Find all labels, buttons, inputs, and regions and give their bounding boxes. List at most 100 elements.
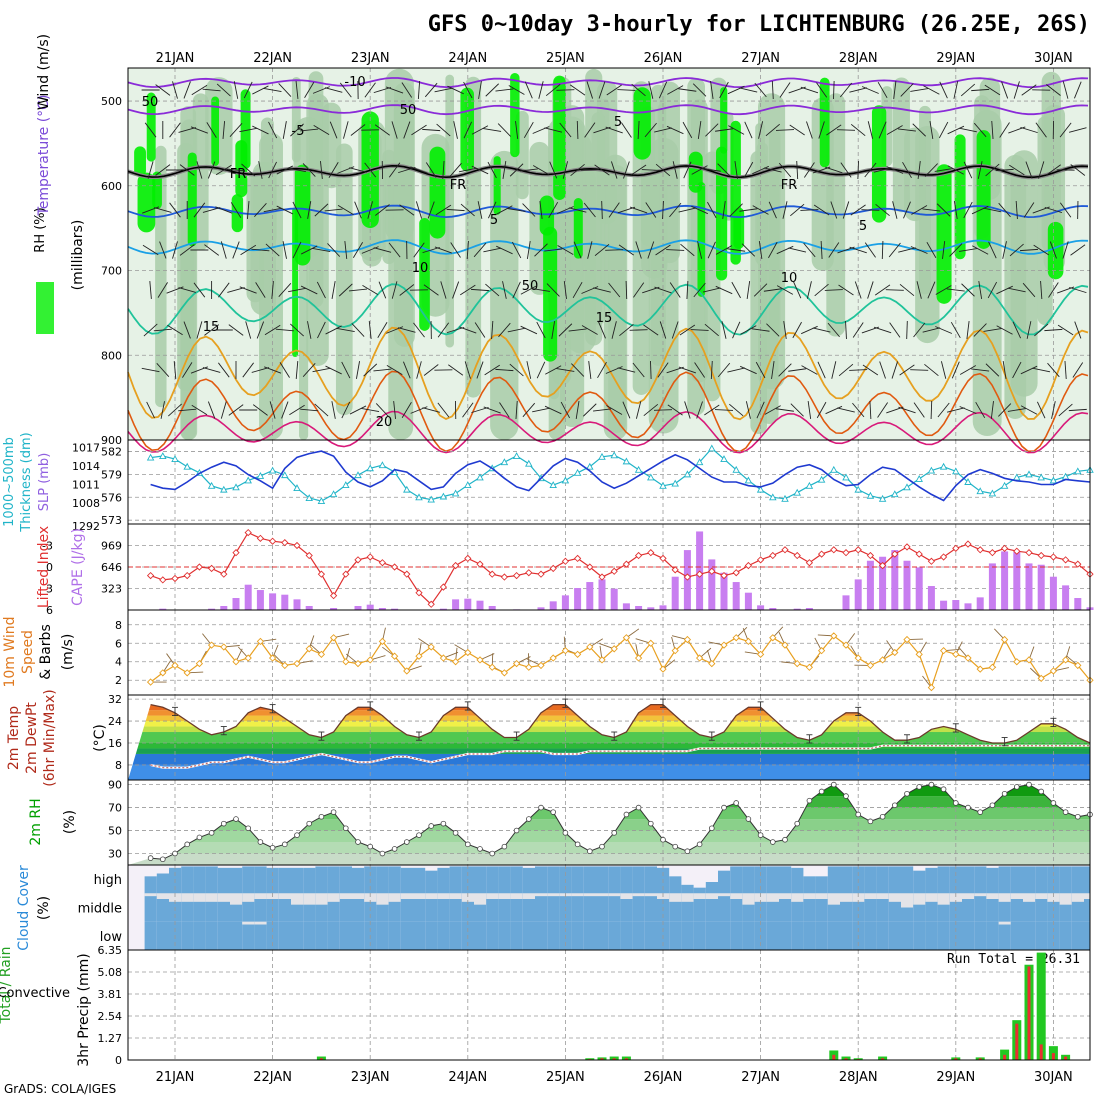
wind-barb [367, 201, 373, 219]
temp-tick: 24 [108, 715, 122, 728]
cloud-clear-bar [1035, 893, 1048, 899]
wind-barb [825, 405, 843, 415]
wind-barb [998, 403, 1012, 417]
wind-barb [608, 202, 620, 218]
rh2m-line-point [928, 781, 935, 788]
wind-barb [949, 243, 963, 257]
wind-barb [910, 246, 928, 254]
wind-speed-line-point [512, 659, 521, 668]
lifted-index-line-point [659, 554, 667, 563]
wind-speed-line-point [610, 645, 618, 653]
wind-barb [984, 84, 1001, 96]
wind-barb [290, 323, 304, 337]
rh2m-line-point [416, 832, 422, 838]
wind-barb [268, 161, 277, 179]
cloud-bar [840, 921, 853, 950]
wind-barb [971, 205, 989, 215]
cloud-clear-bar [425, 893, 438, 899]
wind-barb [849, 87, 868, 93]
lifted-index-line-point [854, 546, 862, 554]
wind-speed-line-point [1049, 667, 1058, 675]
wind-barb [878, 121, 887, 139]
lifted-index-line-point [549, 564, 557, 573]
thickness-line-point [744, 476, 753, 484]
rh2m-line-point [391, 846, 398, 852]
wind-speed-line-point [988, 663, 997, 671]
wind-barb [153, 328, 172, 332]
date-label-top: 28JAN [839, 51, 878, 66]
cape-bar [439, 608, 447, 610]
wind-speed-line-point [817, 647, 826, 655]
wind-speed-line-point [1025, 656, 1033, 664]
cloud-high-bar [718, 870, 731, 894]
rh2m-line-point [428, 823, 435, 829]
cloud-bar [425, 921, 438, 950]
wind-barb [697, 241, 703, 259]
precip-conv-bar [624, 1058, 628, 1060]
wind-label: Wind (m/s) [36, 34, 52, 110]
wind-barb [178, 127, 196, 133]
contour-label: -10 [344, 75, 365, 90]
cloud-clear-bar [181, 893, 194, 902]
wind-barb [800, 86, 819, 94]
wind-barb [995, 168, 1014, 172]
wind-barb [961, 283, 975, 297]
wind-barb [484, 364, 500, 376]
wind-barb [328, 162, 339, 178]
precip-conv-bar [1064, 1056, 1068, 1060]
wind-speed-line-point [1000, 635, 1009, 644]
wind-barb [618, 244, 635, 256]
wind-barb [888, 242, 901, 258]
wind-barb [739, 87, 758, 93]
wind-speed-line-point [598, 656, 606, 664]
wind-barb [947, 165, 964, 175]
wind-barb [483, 406, 501, 414]
wind-barb [751, 328, 770, 332]
lifted-index-line-point [866, 551, 875, 560]
wind-barb [393, 401, 396, 419]
cloud-bar [1071, 921, 1084, 950]
wind-barb [892, 201, 898, 219]
wind-barb [313, 124, 330, 136]
slp-tick: 1017 [72, 441, 100, 454]
rh2m-line-point [672, 843, 678, 850]
wind-speed-line-point [488, 663, 496, 671]
wind-barb [788, 247, 807, 253]
wind-barb [727, 248, 746, 252]
wind-barb [364, 82, 376, 98]
wind-barb [946, 407, 965, 413]
wind-barb [874, 284, 891, 296]
wind-barb [953, 81, 959, 99]
wind-speed-line-point [439, 654, 448, 662]
wind-barb [386, 326, 404, 334]
lifted-index-line-point [891, 550, 899, 558]
wind-speed-line-point [927, 683, 936, 692]
lifted-index-line-point [744, 561, 753, 570]
wind-barb [570, 163, 585, 177]
rh2m-line-point [794, 820, 800, 827]
rh2m-line-point [172, 850, 178, 857]
cloud-high-bar [352, 867, 365, 894]
lifted-index-line-point [927, 557, 936, 565]
wind-barb [898, 247, 916, 253]
cloud-clear-bar [583, 893, 596, 897]
contour-label: 5 [614, 115, 622, 130]
cloud-high-bar [339, 866, 352, 894]
cloud-high-bar [1084, 866, 1090, 894]
lifted-index-line-point [915, 550, 923, 558]
cloud-high-bar [181, 866, 194, 894]
cloud-clear-bar [705, 893, 718, 899]
wind-barb [696, 401, 703, 419]
wind-barb [719, 81, 729, 99]
wind-barb [669, 282, 681, 298]
wind-barb [840, 162, 852, 178]
rh2m-line-point [550, 809, 556, 815]
rh-shading-moist [137, 172, 156, 233]
wind-speed-line-point [671, 647, 679, 655]
cloud-high-bar [681, 884, 694, 894]
rh2m-line-point [221, 820, 227, 827]
wind-speed-line-point [683, 635, 692, 644]
wind-barb [857, 160, 859, 180]
wind-barb [300, 285, 318, 295]
wind-barb [509, 363, 524, 377]
